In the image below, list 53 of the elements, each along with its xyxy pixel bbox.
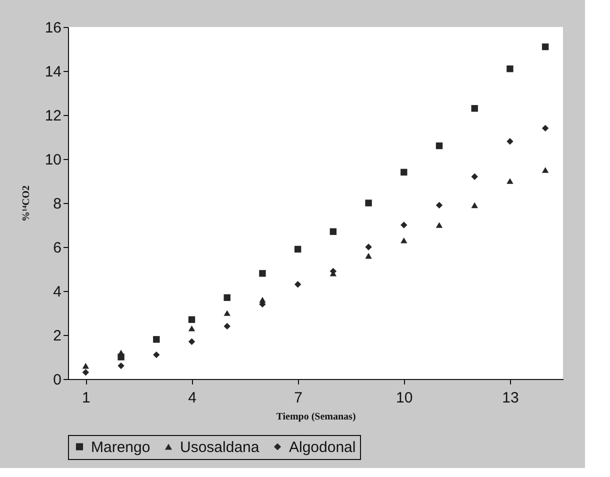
point <box>436 222 443 228</box>
x-tick-label: 4 <box>188 390 196 406</box>
y-tick-label: 4 <box>53 284 62 300</box>
point <box>506 138 514 145</box>
legend-label: Algodonal <box>289 438 356 456</box>
x-tick-label: 10 <box>396 390 413 406</box>
legend-label: Usosaldana <box>180 438 260 456</box>
point <box>224 322 230 330</box>
point <box>224 310 230 316</box>
point <box>400 237 408 244</box>
point <box>471 202 478 208</box>
point <box>542 43 549 50</box>
y-tick-label: 16 <box>44 20 62 36</box>
point <box>188 316 196 323</box>
point <box>542 167 549 173</box>
point <box>188 325 196 332</box>
point <box>365 252 372 259</box>
point <box>365 244 372 250</box>
point <box>294 246 302 253</box>
point <box>118 350 124 356</box>
y-tick-label: 12 <box>44 108 62 124</box>
x-tick-label: 13 <box>502 390 519 406</box>
point <box>224 294 230 301</box>
point <box>436 202 443 209</box>
point <box>188 338 196 345</box>
point <box>259 270 266 277</box>
point <box>82 362 90 369</box>
x-axis-title: Tiempo (Semanas) <box>276 412 356 422</box>
point <box>294 281 302 288</box>
point <box>542 124 549 132</box>
y-tick-label: 8 <box>53 196 62 212</box>
point <box>400 168 408 176</box>
point <box>118 362 124 370</box>
point <box>365 200 372 206</box>
point <box>400 222 408 228</box>
legend-label: Marengo <box>91 438 150 456</box>
y-tick-label: 6 <box>53 240 62 256</box>
point <box>506 65 514 72</box>
point <box>153 336 160 343</box>
point <box>330 228 337 235</box>
point <box>506 178 514 184</box>
y-tick-label: 14 <box>44 64 62 80</box>
y-tick-label: 2 <box>53 328 62 344</box>
point <box>82 369 90 376</box>
y-axis-title: %¹⁴CO2 <box>20 186 32 222</box>
y-tick-label: 10 <box>44 152 62 168</box>
point <box>153 351 160 358</box>
point <box>471 173 478 180</box>
point <box>471 105 478 112</box>
x-tick-label: 7 <box>294 390 302 406</box>
point <box>436 142 443 150</box>
y-tick-label: 0 <box>53 372 62 388</box>
x-tick-label: 1 <box>82 390 90 406</box>
